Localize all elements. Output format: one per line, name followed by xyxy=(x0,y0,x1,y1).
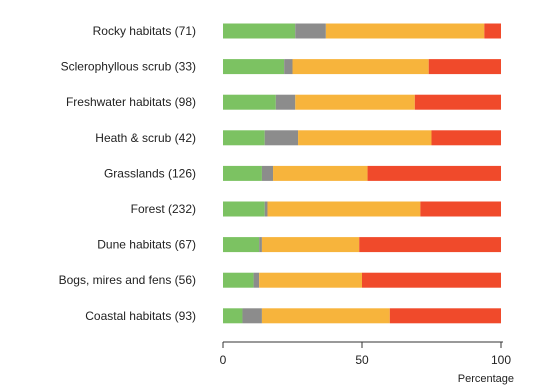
category-label: Bogs, mires and fens (56) xyxy=(59,273,196,287)
category-label: Grasslands (126) xyxy=(104,166,196,180)
bar-segment xyxy=(267,201,421,217)
bar-segment xyxy=(223,94,276,110)
x-axis-title: Percentage xyxy=(458,373,514,385)
bar-segment xyxy=(259,237,262,253)
category-label: Forest (232) xyxy=(131,202,196,216)
category-label: Freshwater habitats (98) xyxy=(66,95,196,109)
bar-segment xyxy=(273,165,368,181)
bar-segment xyxy=(362,272,501,288)
bar-segment xyxy=(275,94,296,110)
bar-segment xyxy=(295,94,415,110)
category-label: Rocky habitats (71) xyxy=(93,24,196,38)
bar-segment xyxy=(359,237,501,253)
bar-segment xyxy=(389,308,501,324)
bar-segment xyxy=(292,59,429,75)
bar-segment xyxy=(420,201,501,217)
bar-segment xyxy=(223,130,265,146)
bar-segment xyxy=(367,165,501,181)
bar-segment xyxy=(223,272,254,288)
x-tick-label: 100 xyxy=(491,353,511,367)
bar-segment xyxy=(261,165,274,181)
category-label: Sclerophyllous scrub (33) xyxy=(61,60,196,74)
bar-segment xyxy=(253,272,260,288)
bar-segment xyxy=(223,308,243,324)
bar-segment xyxy=(295,23,326,39)
x-tick-label: 50 xyxy=(355,353,369,367)
bar-segment xyxy=(428,59,501,75)
bar-segment xyxy=(223,237,260,253)
bar-segment xyxy=(261,237,360,253)
bar-segment xyxy=(484,23,501,39)
bar-segment xyxy=(261,308,390,324)
category-label: Heath & scrub (42) xyxy=(95,131,196,145)
bar-group xyxy=(223,23,501,324)
category-label: Coastal habitats (93) xyxy=(85,309,196,323)
bar-segment xyxy=(264,130,299,146)
bar-segment xyxy=(259,272,362,288)
bar-segment xyxy=(242,308,262,324)
bar-segment xyxy=(223,23,296,39)
category-label: Dune habitats (67) xyxy=(97,238,196,252)
bar-segment xyxy=(298,130,432,146)
x-axis: 0 50 100 xyxy=(220,341,511,367)
bar-segment xyxy=(223,165,262,181)
bar-segment xyxy=(325,23,485,39)
bar-segment xyxy=(414,94,501,110)
bar-segment xyxy=(284,59,293,75)
bar-segment xyxy=(264,201,268,217)
bar-segment xyxy=(223,59,285,75)
bar-segment xyxy=(223,201,265,217)
bar-segment xyxy=(431,130,501,146)
x-tick-label: 0 xyxy=(220,353,227,367)
category-labels: Rocky habitats (71) Sclerophyllous scrub … xyxy=(59,24,196,323)
